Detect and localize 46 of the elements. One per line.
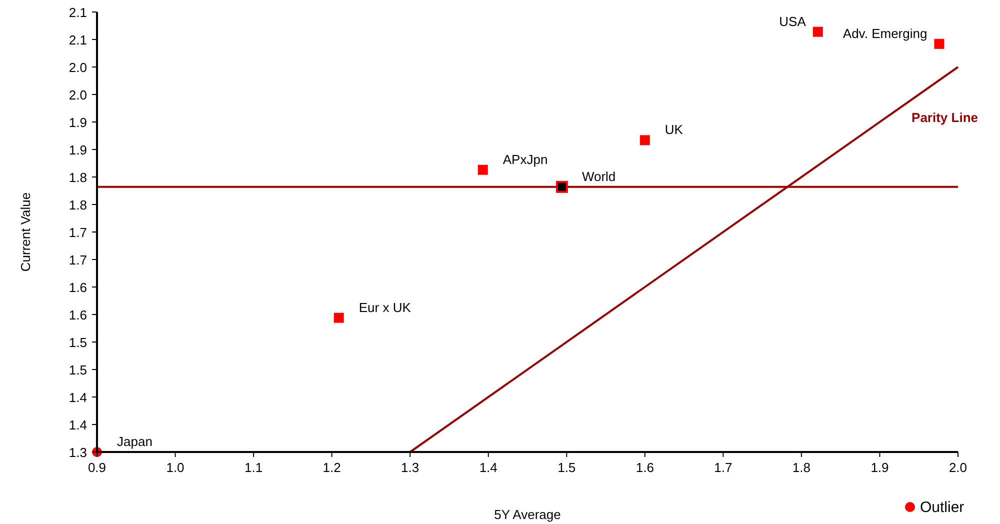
annotation: World [582,168,616,184]
x-tick-label: 1.0 [166,460,184,475]
x-axis-title: 5Y Average [494,507,561,522]
y-tick-label: 1.6 [68,308,87,322]
y-tick-label: 1.8 [68,198,87,212]
y-tick-label: 1.3 [68,445,87,460]
point [640,135,650,146]
y-tick-label: 2.0 [68,60,87,75]
x-tick-label: 1.6 [636,460,654,475]
annotation: UK [664,122,684,138]
y-tick-label: 1.9 [68,115,87,130]
y-tick-label: 2.1 [68,5,87,20]
annotation: APxJpn [502,152,548,167]
y-tick-label: 1.5 [68,362,87,378]
point [556,180,568,193]
x-tick-label: 1.1 [244,460,263,475]
point [334,312,344,323]
y-tick-label: 2.0 [68,88,87,102]
x-tick-label: 1.9 [870,460,889,475]
annotation: Adv. Emerging [842,26,928,41]
annotation: Eur x UK [358,300,412,315]
y-tick-label: 1.4 [68,418,87,432]
point [934,38,944,49]
y-tick-label: 1.8 [68,170,87,185]
y-tick-label: 1.5 [68,335,87,350]
y-tick-label: 1.7 [68,252,87,268]
x-tick-label: 1.8 [792,460,810,475]
series-label: Parity Line [912,110,978,125]
point [478,164,488,175]
x-tick-label: 1.4 [479,460,498,475]
x-tick-label: 1.2 [322,460,341,475]
y-tick-label: 1.6 [68,280,87,295]
annotation: Japan [117,434,152,449]
x-tick-label: 1.3 [401,460,420,475]
y-tick-label: 1.7 [68,225,87,240]
y-tick-label: 1.4 [68,390,87,405]
x-tick-label: 2.0 [948,460,968,475]
x-tick-label: 0.9 [88,460,106,475]
legend-label: Outlier [920,499,964,516]
y-tick-label: 1.9 [68,142,87,158]
x-tick-label: 1.7 [714,460,732,475]
y-axis-title: Current Value [18,192,33,272]
annotation: USA [779,14,806,29]
x-tick-label: 1.5 [558,460,576,475]
y-tick-label: 2.1 [68,32,87,48]
point [812,26,823,37]
